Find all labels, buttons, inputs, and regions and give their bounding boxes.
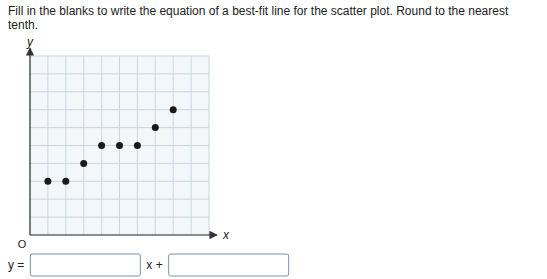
grid-line-y: [30, 127, 209, 128]
grid-line-y: [30, 73, 209, 74]
y-axis-label: y: [26, 35, 34, 49]
answer-box: [30, 254, 140, 276]
point: [80, 160, 87, 167]
grid-line-y: [30, 56, 209, 57]
grid-line-y: [30, 199, 209, 200]
origin-label: O: [18, 238, 27, 250]
plot-area: [30, 56, 209, 235]
grid-line-y: [30, 163, 209, 164]
point: [134, 142, 141, 149]
equation-text: x +: [146, 258, 162, 272]
equation-text: y =: [8, 258, 24, 272]
point: [98, 142, 105, 149]
grid-line-y: [30, 181, 209, 182]
grid-line-y: [30, 217, 209, 218]
x-axis: [30, 234, 217, 235]
grid-line-y: [30, 91, 209, 92]
grid: [30, 56, 209, 235]
grid-line-y: [30, 109, 209, 110]
point: [170, 106, 177, 113]
point: [116, 142, 123, 149]
point: [152, 124, 159, 131]
chart: x y Oy = x +: [0, 34, 547, 279]
x-axis-label: x: [222, 228, 230, 242]
points: [44, 106, 176, 185]
answer-box: [169, 254, 289, 276]
title: Fill in the blanks to write the equation…: [0, 0, 547, 34]
point: [62, 178, 69, 185]
point: [44, 178, 51, 185]
y-axis: [29, 48, 30, 235]
